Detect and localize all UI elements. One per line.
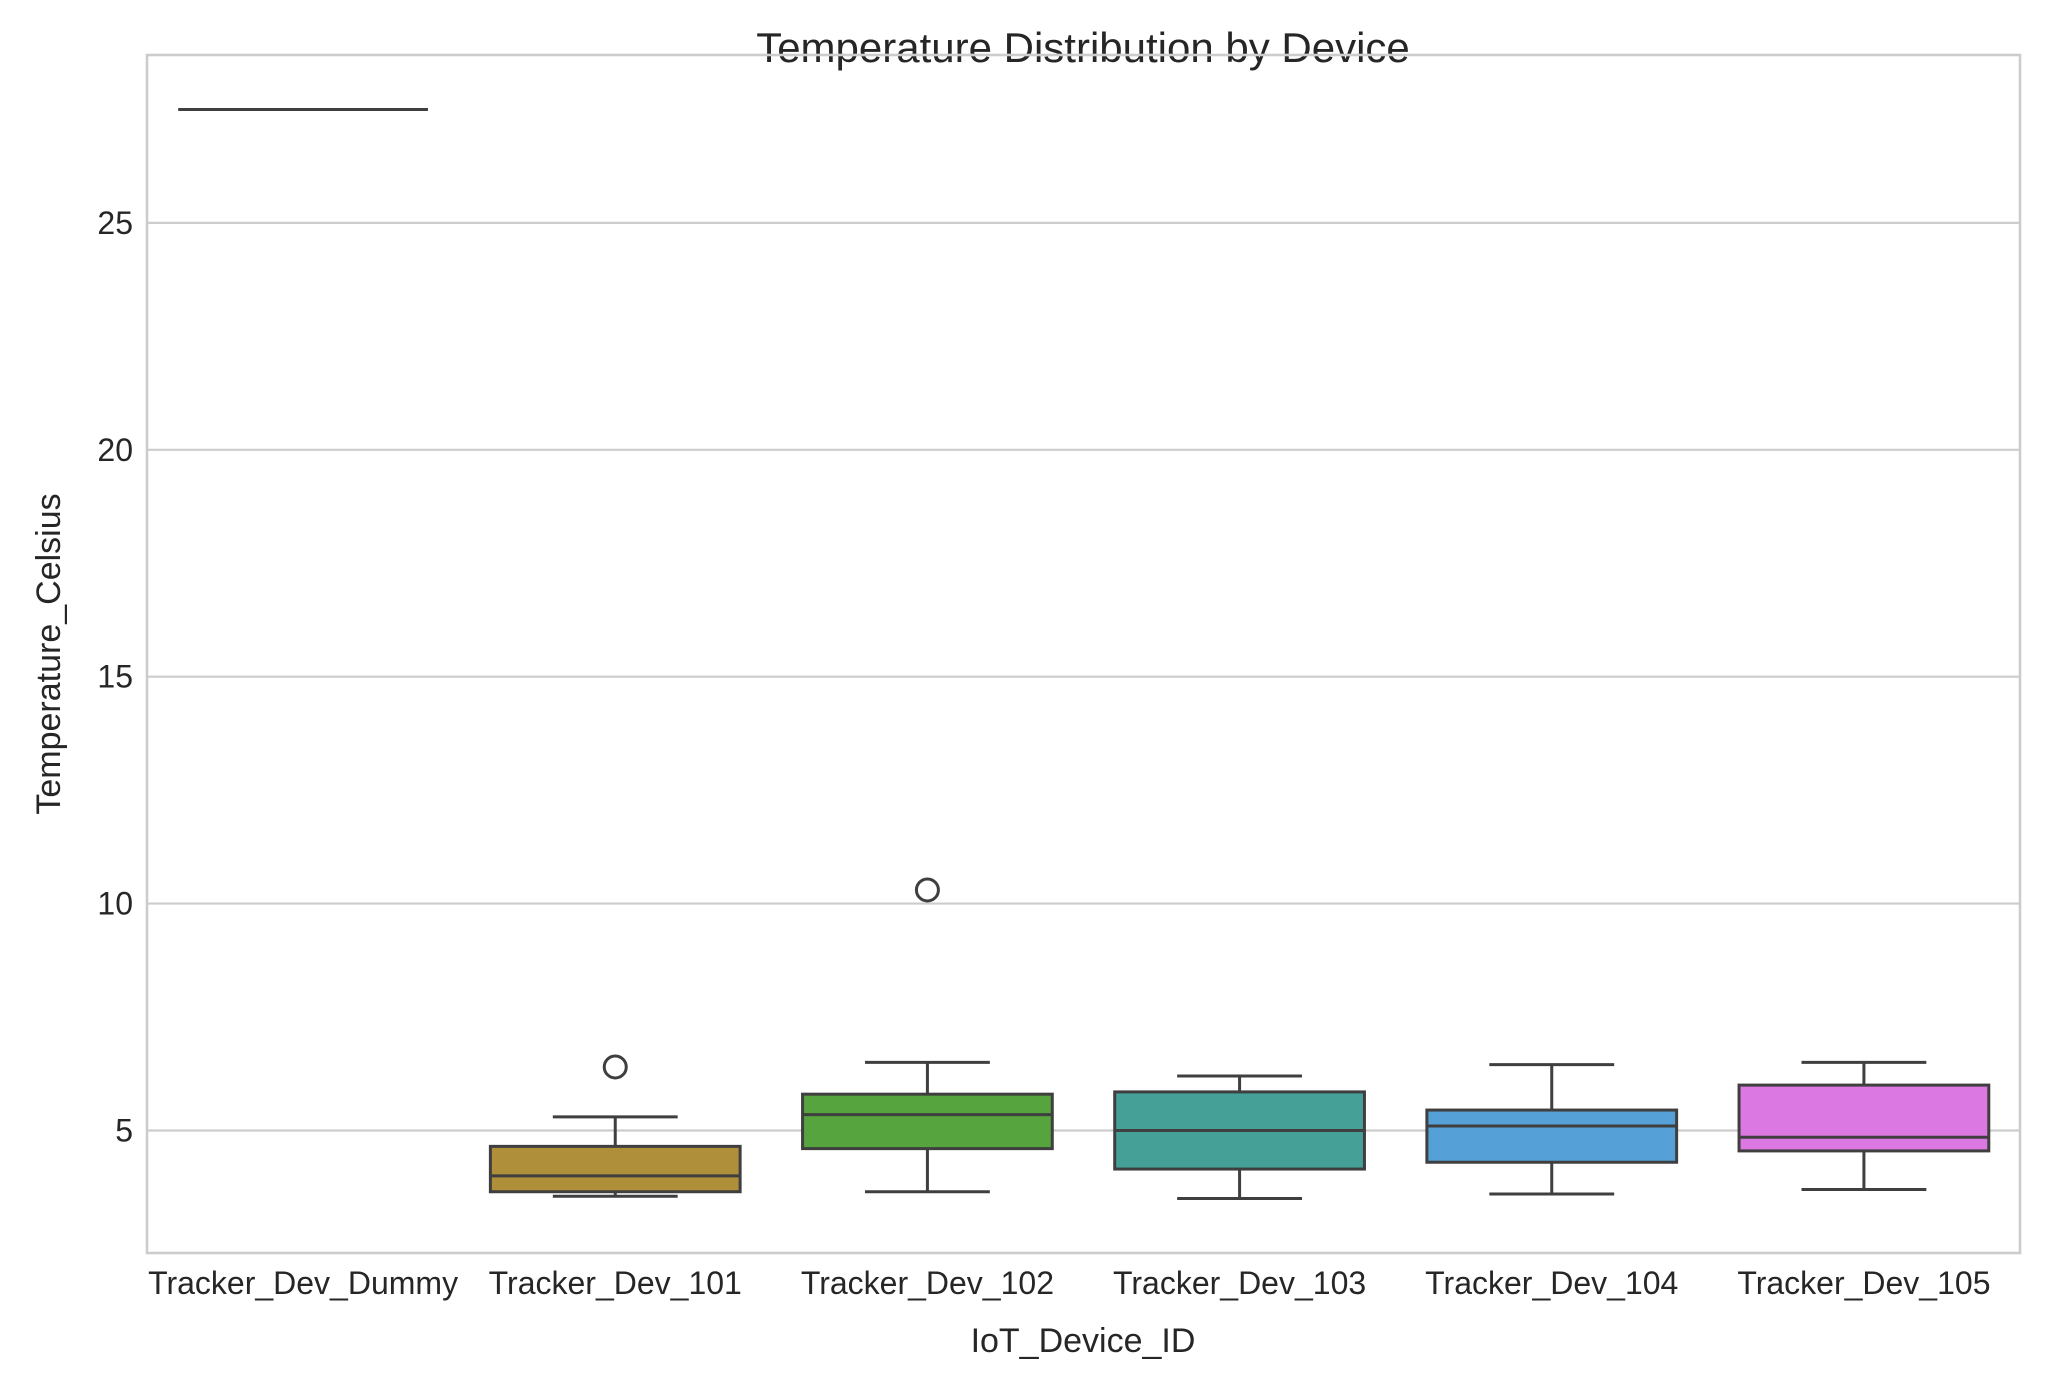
x-tick-label-Tracker_Dev_104: Tracker_Dev_104 bbox=[1425, 1265, 1678, 1301]
x-tick-label-Tracker_Dev_101: Tracker_Dev_101 bbox=[489, 1265, 742, 1301]
y-tick-label-10: 10 bbox=[97, 886, 133, 922]
outlier-point-Tracker_Dev_101-0 bbox=[602, 1054, 628, 1080]
x-tick-label-Tracker_Dev_Dummy: Tracker_Dev_Dummy bbox=[148, 1265, 458, 1301]
y-tick-label-5: 5 bbox=[115, 1112, 133, 1148]
grid-lines bbox=[147, 221, 2020, 1132]
box-group-Tracker_Dev_103 bbox=[1113, 1074, 1366, 1201]
box-group-Tracker_Dev_101 bbox=[488, 1054, 742, 1198]
y-tick-label-20: 20 bbox=[97, 432, 133, 468]
y-axis-label: Temperature_Celsius bbox=[30, 493, 68, 814]
box-Tracker_Dev_102 bbox=[801, 1092, 1054, 1151]
y-tick-label-25: 25 bbox=[97, 205, 133, 241]
x-tick-label-Tracker_Dev_103: Tracker_Dev_103 bbox=[1113, 1265, 1366, 1301]
boxes bbox=[178, 107, 1991, 1201]
x-tick-label-Tracker_Dev_105: Tracker_Dev_105 bbox=[1737, 1265, 1990, 1301]
chart-title: Temperature Distribution by Device bbox=[756, 24, 1410, 71]
box-Tracker_Dev_105 bbox=[1737, 1083, 1991, 1153]
x-axis-label: IoT_Device_ID bbox=[971, 1322, 1196, 1360]
plot-frame bbox=[145, 53, 2022, 1255]
box-Tracker_Dev_104 bbox=[1425, 1108, 1679, 1164]
box-group-Tracker_Dev_102 bbox=[801, 877, 1054, 1194]
box-group-Tracker_Dev_105 bbox=[1737, 1060, 1991, 1191]
box-group-Tracker_Dev_104 bbox=[1425, 1063, 1679, 1196]
x-axis-ticks: Tracker_Dev_Dummy Tracker_Dev_101 Tracker_… bbox=[148, 1265, 1990, 1301]
box-Tracker_Dev_101 bbox=[488, 1144, 742, 1194]
y-axis-ticks: 5 10 15 20 25 bbox=[97, 205, 133, 1149]
outlier-point-Tracker_Dev_102-0 bbox=[914, 877, 940, 903]
x-tick-label-Tracker_Dev_102: Tracker_Dev_102 bbox=[801, 1265, 1054, 1301]
y-tick-label-15: 15 bbox=[97, 659, 133, 695]
